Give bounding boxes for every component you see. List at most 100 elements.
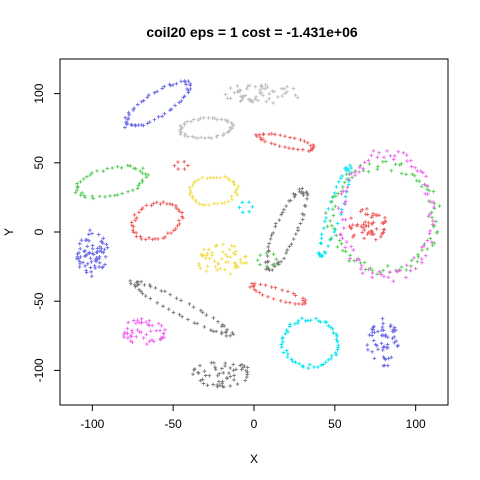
data-point [430,240,434,244]
data-point [265,85,270,89]
y-axis: -100 -50 0 50 100 [32,83,60,382]
data-point [123,115,128,120]
data-point [207,135,211,140]
data-point [370,330,375,335]
data-point [190,196,195,200]
data-point [226,199,231,204]
data-point [135,283,140,288]
data-point [197,263,201,268]
data-point [271,101,275,105]
data-point [158,337,163,342]
data-point [97,261,102,265]
data-point [75,185,80,190]
data-point [329,357,333,361]
data-point [352,233,356,237]
data-point [202,247,206,252]
data-point [215,268,220,272]
data-point [122,335,126,339]
data-point [175,224,180,228]
data-point [260,293,265,297]
data-point [270,268,275,272]
data-point [182,167,187,171]
data-point [331,213,336,218]
data-point [289,357,294,362]
data-point [213,367,218,372]
cluster-6 [187,174,241,207]
data-point [191,181,196,185]
data-point [232,244,237,249]
data-point [273,224,278,229]
data-point [135,328,140,332]
cluster-1 [223,83,300,105]
data-point [368,266,373,271]
data-point [140,291,145,296]
data-point [132,106,136,110]
data-point [131,230,136,235]
data-point [375,155,380,160]
data-point [193,135,197,140]
data-point [172,163,177,168]
data-point [191,305,196,309]
data-point [138,234,143,239]
data-point [256,98,260,103]
data-point [379,328,384,333]
data-point [139,100,144,104]
data-point [162,111,167,116]
data-point [388,153,393,158]
data-point [223,267,227,272]
data-point [351,223,355,227]
data-point [253,97,257,101]
data-point [300,186,305,191]
data-point [145,342,149,346]
data-point [95,246,100,251]
data-point [220,381,224,386]
data-point [412,174,417,178]
data-point [163,327,167,332]
data-point [357,165,362,170]
data-point [288,135,292,140]
y-tick-label: 0 [32,228,46,235]
data-point [232,90,237,95]
data-point [144,294,148,298]
data-point [300,212,305,216]
data-point [289,242,294,246]
data-point [128,279,133,283]
data-point [128,164,133,168]
data-point [200,377,205,382]
data-point [359,267,363,271]
data-point [381,355,386,359]
cluster-21 [365,316,400,368]
data-point [223,92,228,97]
data-point [192,368,196,372]
data-point [137,181,142,186]
data-point [238,99,243,104]
data-point [420,245,424,249]
data-point [323,211,328,215]
data-point [220,324,224,329]
data-point [382,220,387,224]
data-point [230,243,234,248]
data-point [188,82,192,86]
data-point [404,153,409,157]
data-point [238,260,243,265]
data-point [291,86,296,91]
data-point [209,136,214,140]
data-point [319,363,324,367]
data-point [257,132,262,137]
data-point [267,241,271,246]
data-point [285,84,289,89]
data-point [330,199,334,204]
data-point [147,236,151,240]
data-point [151,201,156,206]
data-point [191,117,196,122]
data-point [135,318,140,322]
data-points [73,79,442,389]
data-point [263,260,268,265]
data-point [203,373,208,378]
data-point [188,192,192,197]
data-point [99,246,104,251]
data-point [361,225,365,230]
data-point [334,332,339,336]
data-point [232,182,237,187]
data-point [269,233,274,238]
